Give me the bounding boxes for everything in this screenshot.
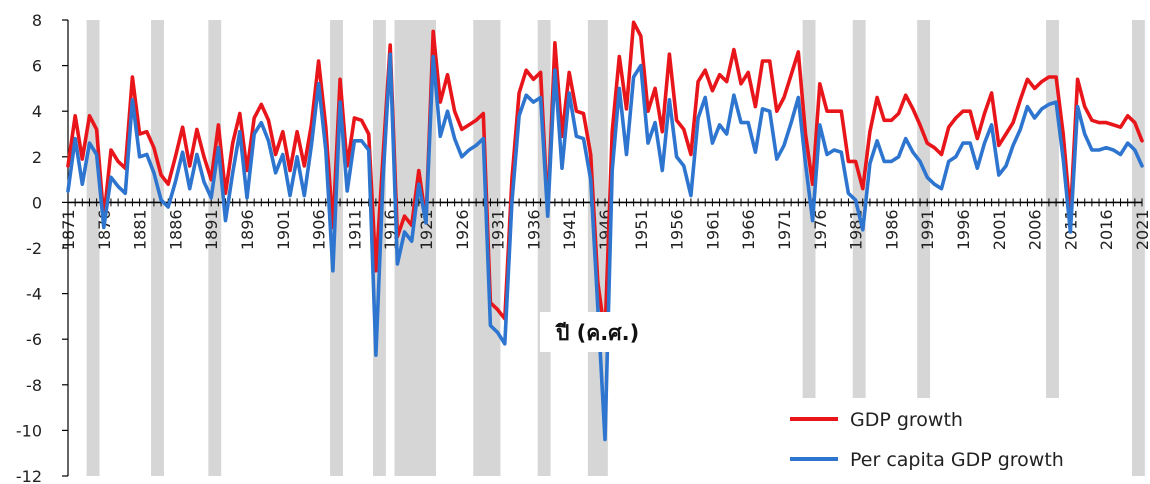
- x-tick-label: 1891: [202, 209, 221, 250]
- recession-shading: [86, 20, 1145, 476]
- x-tick-label: 1926: [453, 209, 472, 250]
- recession-band: [1131, 20, 1145, 476]
- x-tick-label: 1971: [775, 209, 794, 250]
- x-tick-label: 1976: [811, 209, 830, 250]
- x-tick-label: 1996: [954, 209, 973, 250]
- y-tick-label: -10: [16, 421, 42, 440]
- x-axis-title: ปี (ค.ศ.): [554, 321, 639, 345]
- x-tick-label: 1956: [668, 209, 687, 250]
- legend: GDP growth Per capita GDP growth: [780, 398, 1105, 478]
- y-tick-label: 0: [32, 193, 42, 212]
- x-tick-label: 1936: [524, 209, 543, 250]
- x-tick-label: 1986: [882, 209, 901, 250]
- x-tick-label: 1991: [918, 209, 937, 250]
- recession-band: [537, 20, 551, 476]
- x-tick-label: 1961: [703, 209, 722, 250]
- x-axis-title-background: [540, 312, 665, 352]
- x-tick-label: 2016: [1097, 209, 1116, 250]
- x-tick-label: 1931: [489, 209, 508, 250]
- recession-band: [852, 20, 866, 476]
- x-tick-label: 1881: [131, 209, 150, 250]
- y-tick-label: -12: [16, 467, 42, 484]
- recession-band: [151, 20, 164, 476]
- x-tick-label: 1896: [238, 209, 257, 250]
- x-tick-label: 1941: [560, 209, 579, 250]
- y-tick-label: -4: [26, 285, 42, 304]
- y-tick-label: -6: [26, 330, 42, 349]
- x-tick-label: 1906: [310, 209, 329, 250]
- x-tick-label: 2001: [990, 209, 1009, 250]
- y-tick-label: 6: [32, 57, 42, 76]
- x-axis-title-group: ปี (ค.ศ.): [540, 312, 665, 352]
- legend-label-per-capita: Per capita GDP growth: [850, 449, 1064, 471]
- x-tick-label: 1911: [345, 209, 364, 250]
- x-tick-label: 1876: [95, 209, 114, 250]
- x-tick-label: 1901: [274, 209, 293, 250]
- recession-band: [587, 20, 608, 476]
- y-tick-label: 2: [32, 148, 42, 167]
- y-tick-label: 4: [32, 102, 42, 121]
- recession-band: [917, 20, 931, 476]
- x-tick-label: 1966: [739, 209, 758, 250]
- x-tick-label: 1886: [166, 209, 185, 250]
- y-tick-label: -8: [26, 376, 42, 395]
- x-tick-label: 1951: [632, 209, 651, 250]
- y-axis: 8 6 4 2 0 -2 -4 -6 -8 -10 -12: [16, 11, 69, 484]
- x-tick-label: 2021: [1133, 209, 1150, 250]
- series-line-per-capita: [66, 52, 1144, 442]
- y-tick-label: -2: [26, 239, 42, 258]
- y-tick-label: 8: [32, 11, 42, 30]
- legend-label-gdp: GDP growth: [850, 409, 963, 431]
- legend-background: [780, 398, 1105, 478]
- x-tick-label: 2006: [1026, 209, 1045, 250]
- x-tick-label: 1921: [417, 209, 436, 250]
- recession-band: [1046, 20, 1059, 476]
